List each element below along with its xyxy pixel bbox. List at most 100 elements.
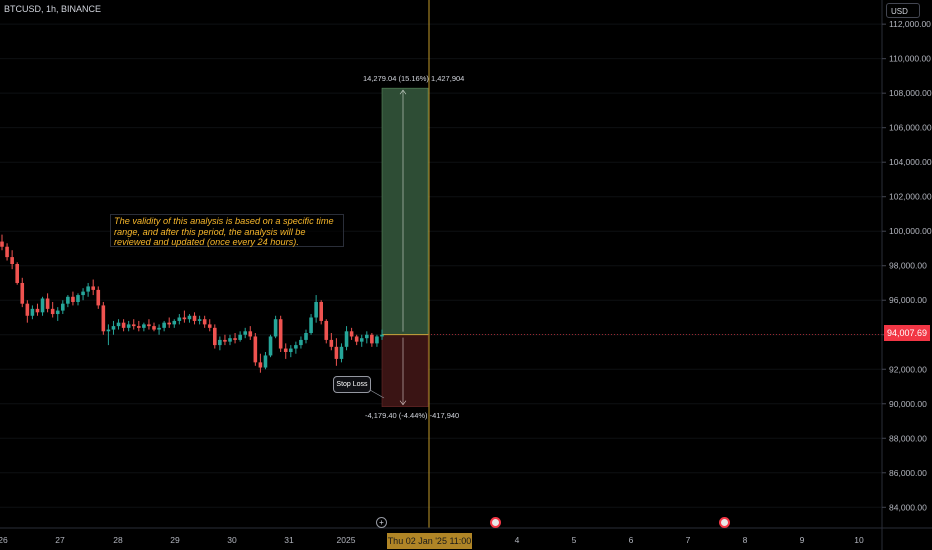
candle-body	[10, 257, 14, 264]
candle-body	[213, 327, 217, 346]
price-tick-label: 110,000.00	[889, 54, 931, 64]
candle-body	[162, 322, 166, 328]
time-tick-label: 2025	[337, 535, 356, 545]
price-tick-label: 96,000.00	[889, 295, 927, 305]
candle-body	[182, 317, 187, 320]
time-tick-label: 27	[55, 535, 65, 545]
candle-body	[319, 301, 323, 321]
candle-body	[101, 305, 106, 332]
time-tick-label: 4	[515, 535, 520, 545]
loss-label: -4,179.40 (-4.44%) -417,940	[365, 411, 460, 420]
time-tick-label: 7	[686, 535, 691, 545]
candle-body	[55, 310, 60, 315]
time-tick-label: 29	[170, 535, 180, 545]
candle-body	[243, 331, 247, 335]
candle-body	[35, 308, 40, 313]
price-tick-label: 102,000.00	[889, 192, 932, 202]
candle-body	[131, 324, 136, 327]
candle-body	[273, 319, 278, 337]
time-tick-label: 5	[572, 535, 577, 545]
candle-body	[278, 319, 283, 349]
candle-body	[380, 334, 384, 337]
profit-arrow-head	[399, 89, 407, 95]
candle-body	[40, 298, 45, 313]
time-tick-label: 31	[284, 535, 294, 545]
candle-body	[192, 315, 197, 321]
symbol-label[interactable]: BTCUSD, 1h, BINANCE	[4, 4, 102, 14]
us-flag-event-icon[interactable]	[719, 517, 730, 528]
candle-body	[157, 327, 161, 330]
candle-body	[45, 298, 50, 309]
candle-body	[177, 317, 182, 321]
candle-body	[30, 308, 35, 316]
candle-body	[116, 322, 121, 327]
candle-body	[289, 348, 293, 352]
candle-body	[228, 338, 232, 342]
profit-zone	[381, 87, 429, 335]
candle-body	[96, 289, 101, 306]
price-axis[interactable]: 84,000.00 86,000.00 88,000.00 90,000.00 92,0…	[881, 0, 932, 550]
candle-body	[15, 264, 19, 283]
candle-body	[81, 291, 85, 296]
candle-body	[142, 324, 146, 328]
candle-body	[126, 324, 131, 328]
price-tick-label: 86,000.00	[889, 468, 927, 478]
candle-body	[263, 355, 268, 368]
candle-body	[370, 334, 374, 344]
candles	[0, 234, 384, 373]
price-tick-label: 106,000.00	[889, 123, 932, 133]
price-tick-label: 90,000.00	[889, 399, 927, 409]
grid	[0, 23, 882, 508]
price-tick-label: 108,000.00	[889, 88, 932, 98]
candle-body	[223, 339, 227, 342]
time-tick-label: 9	[800, 535, 805, 545]
candle-body	[294, 345, 298, 349]
candle-body	[76, 295, 80, 302]
candle-body	[137, 326, 141, 328]
candle-body	[344, 331, 349, 347]
time-tick-label: 30	[227, 535, 237, 545]
candle-body	[106, 329, 111, 332]
candle-body	[25, 303, 30, 316]
candle-body	[111, 326, 116, 330]
candle-body	[359, 338, 364, 342]
time-axis[interactable]: 26 27 28 29 30 31 2025 4 5 6 7 8 9 10	[0, 527, 932, 545]
candle-body	[349, 331, 354, 337]
candle-body	[167, 322, 171, 325]
time-tick-label: 8	[743, 535, 748, 545]
candle-body	[202, 319, 207, 325]
price-tick-label: 104,000.00	[889, 157, 932, 167]
candle-body	[299, 339, 303, 346]
candle-body	[197, 319, 202, 321]
candle-body	[147, 324, 151, 327]
us-flag-event-icon[interactable]	[490, 517, 501, 528]
stop-loss-tag[interactable]: Stop Loss	[333, 376, 371, 393]
candle-body	[172, 320, 177, 325]
position-zones[interactable]	[369, 87, 882, 407]
loss-zone	[381, 334, 429, 407]
analysis-note[interactable]: The validity of this analysis is based o…	[110, 214, 344, 247]
time-tick-label: 10	[854, 535, 864, 545]
candle-body	[207, 324, 212, 328]
current-price-tag: 94,007.69	[884, 325, 930, 341]
candle-body	[334, 346, 339, 359]
candle-body	[20, 282, 25, 304]
candle-body	[309, 317, 313, 334]
price-tick-label: 100,000.00	[889, 226, 932, 236]
candle-body	[0, 241, 4, 247]
candle-body	[248, 331, 253, 337]
time-tick-label: 6	[629, 535, 634, 545]
crosshair-time-label: Thu 02 Jan '25 11:00	[387, 533, 472, 549]
candle-body	[218, 339, 222, 346]
candle-body	[365, 334, 369, 339]
candle-body	[66, 296, 70, 304]
candle-body	[314, 301, 318, 318]
plus-event-icon[interactable]: +	[376, 517, 387, 528]
time-tick-label: 28	[113, 535, 123, 545]
candle-body	[5, 246, 9, 258]
candle-body	[283, 348, 288, 352]
candle-body	[121, 322, 126, 328]
candle-body	[50, 308, 55, 315]
currency-selector[interactable]: USD	[886, 3, 920, 18]
